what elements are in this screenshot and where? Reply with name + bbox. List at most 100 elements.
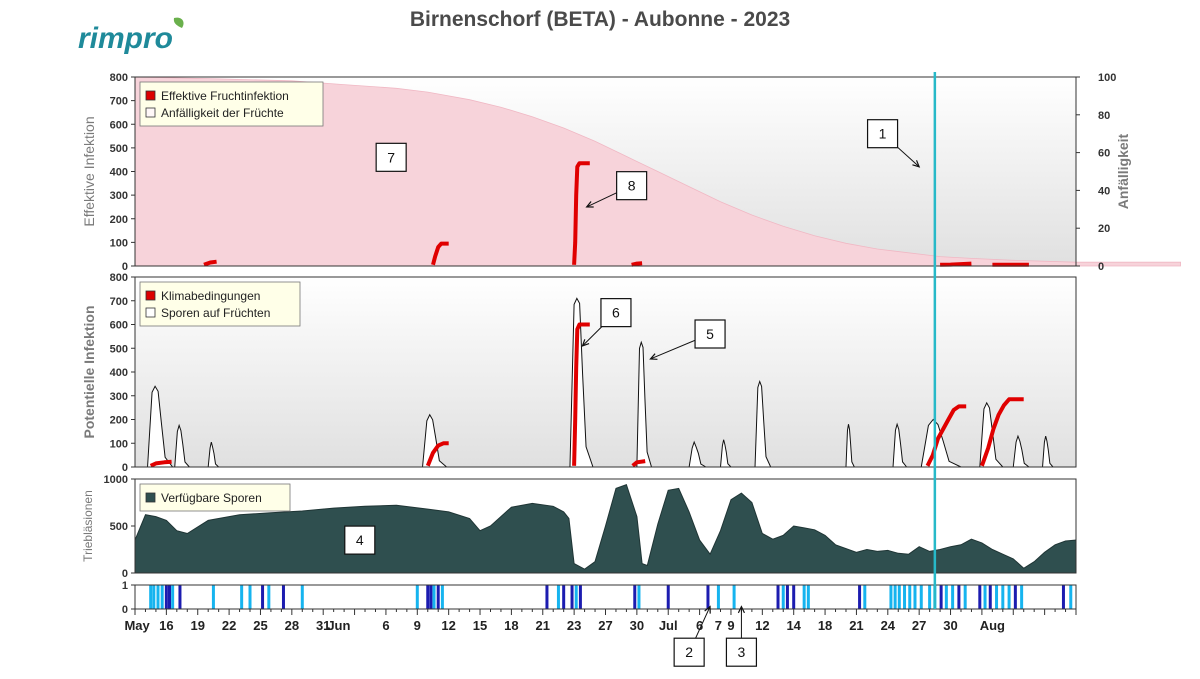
x-tick-label: 30 [630,618,644,633]
annotation-arrowhead [581,339,590,347]
rimpro-logo-graphic: rimpro [78,17,184,55]
annotation-arrowhead [704,605,711,614]
y-tick-label: 600 [110,119,128,131]
y2-tick-label: 40 [1098,185,1110,197]
legend-box [139,483,291,512]
x-tick-label: Aug [980,618,1005,633]
x-tick-label: 9 [414,618,421,633]
climate-condition-line [572,322,590,466]
spores-on-fruit-peak [1012,434,1030,468]
event-bar [211,585,215,609]
event-bar [574,585,578,609]
annotation-box [673,637,705,667]
event-bar [781,585,785,609]
y-axis-title: Effektive Infektion [81,116,97,226]
event-bar [426,585,430,609]
y2-tick-label: 0 [1098,261,1104,273]
x-tick-label: 28 [285,618,299,633]
plot-background [135,585,1076,609]
spores-on-fruit-peak [845,424,855,468]
y-axis-title: Triebläsionen [81,490,95,562]
x-tick-label: 15 [473,618,487,633]
effective-infection-line [940,261,972,267]
event-bar [951,585,955,609]
event-bar [863,585,867,609]
x-tick-label: 31 [316,618,330,633]
spores-on-fruit-peak [636,340,652,468]
annotation-box [866,119,899,149]
y-tick-label: 500 [110,143,128,155]
event-bar [957,585,961,609]
event-bar [436,585,440,609]
event-bar [1007,585,1011,609]
x-tick-label: 7 [715,618,722,633]
y-tick-label: 500 [110,343,128,355]
event-bar [156,585,160,609]
x-tick-label: 19 [190,618,204,633]
y2-tick-label: 20 [1098,223,1110,235]
event-bar [983,585,987,609]
event-bar [637,585,641,609]
y-tick-label: 800 [110,272,128,284]
legend-label: Klimabedingungen [161,289,260,303]
spores-on-fruit-peak [422,413,447,468]
event-bar [281,585,285,609]
climate-condition-line [425,441,449,467]
y-tick-label: 1000 [104,474,128,486]
legend-label: Anfälligkeit der Früchte [161,106,284,120]
x-tick-label: 18 [504,618,518,633]
event-bar [928,585,932,609]
x-tick-label: 16 [159,618,173,633]
y-tick-label: 600 [110,320,128,332]
x-tick-label: 21 [536,618,550,633]
y-tick-label: 200 [110,415,128,427]
annotation-arrowhead [585,201,594,208]
event-bar [903,585,907,609]
y-tick-label: 400 [110,367,128,379]
spores-on-fruit-peak [688,440,707,468]
effective-infection-line [631,261,643,267]
y-tick-label: 500 [110,521,128,533]
annotation-arrowhead [737,605,746,614]
x-tick-label: 30 [943,618,957,633]
event-bar [893,585,897,609]
x-tick-label: 9 [727,618,734,633]
legend-box [139,281,301,327]
x-tick-label: 22 [222,618,236,633]
event-bar [988,585,992,609]
y-tick-label: 700 [110,296,128,308]
x-tick-label: 6 [696,618,703,633]
plot-border [134,76,1077,267]
y-tick-label: 800 [110,72,128,84]
y-tick-label: 100 [110,237,128,249]
y2-tick-label: 80 [1098,110,1110,122]
y-tick-label: 200 [110,214,128,226]
event-bar [858,585,862,609]
y2-axis-title: Anfälligkeit [1115,133,1131,209]
event-bar [806,585,810,609]
x-tick-label: 27 [598,618,612,633]
event-bar [919,585,923,609]
event-bar [802,585,806,609]
event-bar [1069,585,1073,609]
legend-swatch [145,90,156,101]
y-tick-label: 0 [122,261,128,273]
spores-on-fruit-peak [207,441,219,468]
y-tick-label: 0 [122,604,128,616]
y2-tick-label: 100 [1098,72,1116,84]
event-bar [978,585,982,609]
x-tick-label: Jun [327,618,350,633]
spores-on-fruit-peak [892,422,908,468]
y2-tick-label: 60 [1098,148,1110,160]
legend-swatch [145,307,156,318]
effective-infection-line [203,259,217,267]
climate-condition-line [631,459,646,468]
event-bar [556,585,560,609]
event-bar [149,585,153,609]
plot-border [134,478,1077,574]
x-tick-label: 12 [441,618,455,633]
y-tick-label: 100 [110,438,128,450]
legend-swatch [145,107,156,118]
